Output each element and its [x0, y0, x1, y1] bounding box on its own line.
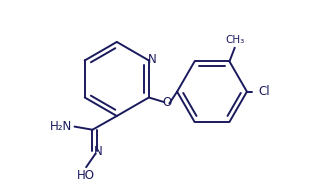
Text: Cl: Cl [258, 85, 270, 98]
Text: HO: HO [77, 169, 95, 182]
Text: CH₃: CH₃ [225, 35, 244, 45]
Text: O: O [162, 96, 171, 109]
Text: N: N [148, 53, 157, 66]
Text: H₂N: H₂N [50, 120, 72, 133]
Text: N: N [93, 145, 102, 159]
